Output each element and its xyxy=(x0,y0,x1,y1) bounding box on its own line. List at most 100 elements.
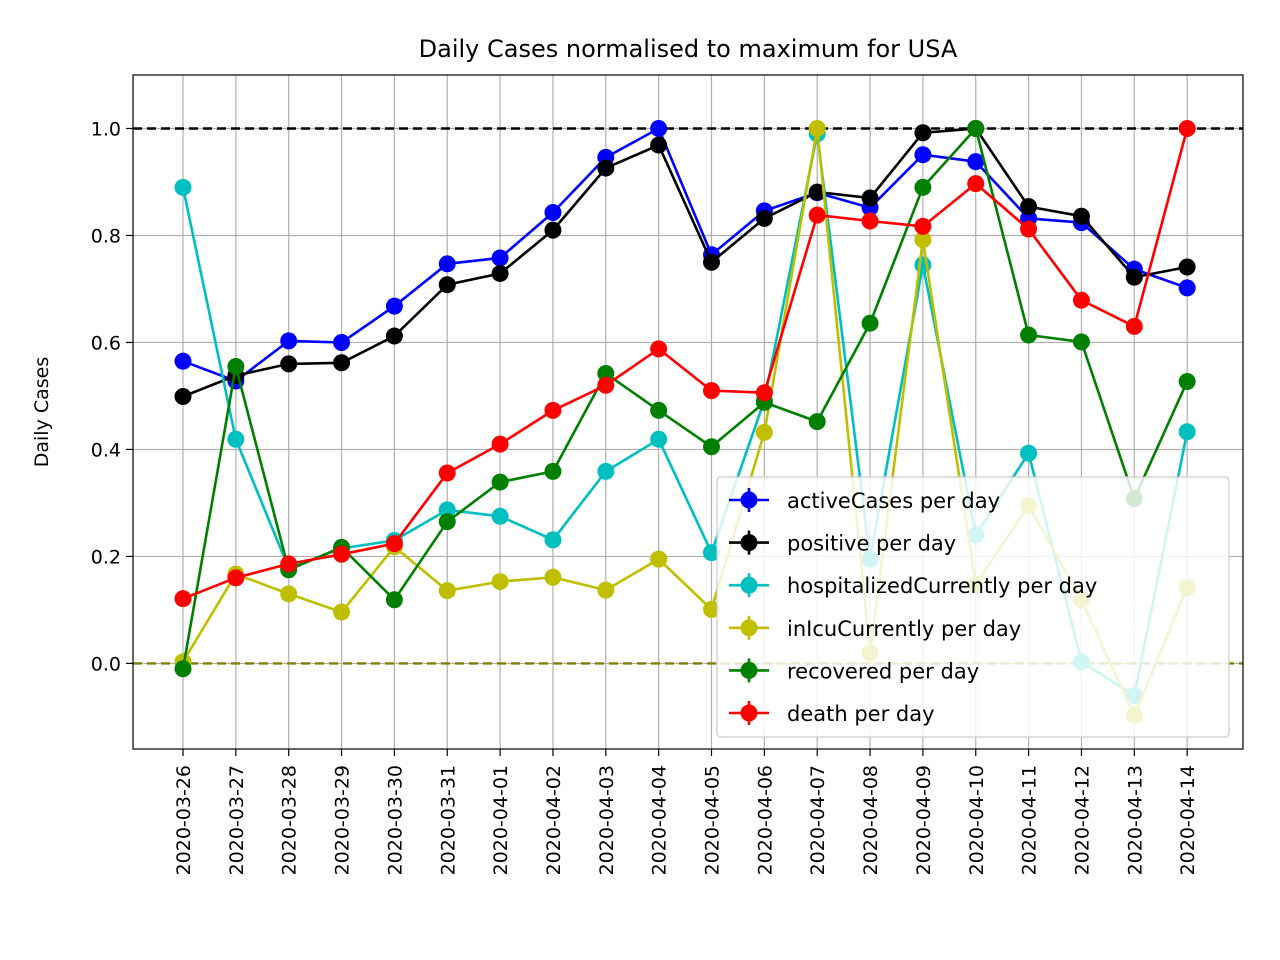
data-point xyxy=(861,189,879,207)
data-point xyxy=(1178,423,1196,441)
data-point xyxy=(491,473,509,491)
legend-box xyxy=(716,476,1230,738)
data-point xyxy=(227,358,245,376)
data-point xyxy=(650,550,668,568)
data-point xyxy=(914,217,932,235)
series-line xyxy=(182,127,1188,398)
data-point xyxy=(597,159,615,177)
data-point xyxy=(438,501,456,519)
data-point xyxy=(808,119,826,137)
data-point xyxy=(597,364,615,382)
data-point xyxy=(914,178,932,196)
data-point xyxy=(491,249,509,267)
data-point xyxy=(650,430,668,448)
data-point xyxy=(174,178,192,196)
data-point xyxy=(597,376,615,394)
legend-entry: activeCases per day xyxy=(729,488,1000,513)
legend-entry: hospitalizedCurrently per day xyxy=(729,573,1097,598)
data-point xyxy=(1020,444,1038,462)
data-point xyxy=(438,464,456,482)
series-line xyxy=(182,128,1189,600)
y-tick-label: 1.0 xyxy=(91,118,121,140)
legend-entry: recovered per day xyxy=(729,658,979,683)
data-point xyxy=(1178,373,1196,391)
data-point xyxy=(227,569,245,587)
data-point xyxy=(1020,220,1038,238)
y-tick-label: 0.8 xyxy=(91,225,121,247)
x-tick-label: 2020-04-03 xyxy=(596,765,618,875)
data-point xyxy=(174,352,192,370)
legend-entry: positive per day xyxy=(729,530,956,556)
data-point xyxy=(333,333,351,351)
data-point xyxy=(491,435,509,453)
x-tick-label: 2020-04-02 xyxy=(543,765,565,875)
data-point xyxy=(967,175,985,193)
data-point xyxy=(227,430,245,448)
data-point xyxy=(280,555,298,573)
data-point xyxy=(280,355,298,373)
data-point xyxy=(1072,207,1090,225)
legend-entry: death per day xyxy=(729,701,935,726)
data-point xyxy=(1020,326,1038,344)
data-point xyxy=(1125,317,1143,335)
data-point xyxy=(1178,258,1196,276)
x-tick-label: 2020-03-31 xyxy=(437,765,459,875)
x-tick-label: 2020-04-05 xyxy=(702,765,724,875)
chart-title: Daily Cases normalised to maximum for US… xyxy=(419,35,958,63)
data-point xyxy=(1072,291,1090,309)
data-point xyxy=(280,332,298,350)
data-point xyxy=(597,462,615,480)
data-point xyxy=(1178,279,1196,297)
legend-swatch-marker xyxy=(740,661,758,679)
data-point xyxy=(491,573,509,591)
data-point xyxy=(1178,119,1196,137)
data-point xyxy=(861,212,879,230)
data-point xyxy=(755,384,773,402)
legend-swatch-marker xyxy=(740,704,758,722)
data-point xyxy=(703,382,720,400)
x-tick-label: 2020-04-10 xyxy=(966,765,988,875)
data-point xyxy=(703,438,720,456)
data-point xyxy=(491,264,509,282)
data-point xyxy=(333,545,351,563)
legend-label: recovered per day xyxy=(787,659,979,683)
data-point xyxy=(438,582,456,600)
data-point xyxy=(385,327,403,345)
x-axis: 2020-03-26 2020-03-27 2020-03-28 2020-03-29… xyxy=(173,749,1199,875)
data-point xyxy=(385,535,403,553)
x-tick-label: 2020-03-29 xyxy=(332,765,354,875)
x-tick-label: 2020-03-28 xyxy=(279,765,301,875)
x-tick-label: 2020-04-01 xyxy=(490,765,512,875)
data-point xyxy=(1125,268,1143,286)
data-point xyxy=(755,209,773,227)
x-tick-label: 2020-04-07 xyxy=(807,765,829,875)
data-point xyxy=(333,603,351,621)
data-point xyxy=(703,600,720,618)
data-point xyxy=(914,146,932,164)
y-tick-label: 0.2 xyxy=(91,546,121,568)
x-tick-label: 2020-04-09 xyxy=(913,765,935,875)
legend-label: positive per day xyxy=(787,532,956,556)
data-point xyxy=(861,314,879,332)
data-point xyxy=(280,585,298,603)
data-point xyxy=(650,136,668,154)
data-point xyxy=(544,401,562,419)
data-point xyxy=(544,203,562,221)
x-tick-label: 2020-03-26 xyxy=(173,765,195,875)
data-point xyxy=(914,124,932,142)
data-point xyxy=(808,183,826,201)
data-point xyxy=(808,413,826,431)
x-tick-label: 2020-04-11 xyxy=(1019,765,1041,875)
data-point xyxy=(808,206,826,224)
data-point xyxy=(333,354,351,372)
y-tick-label: 0.0 xyxy=(91,653,121,675)
data-point xyxy=(1020,198,1038,216)
data-point xyxy=(650,340,668,358)
x-tick-label: 2020-03-30 xyxy=(384,765,406,875)
data-point xyxy=(703,253,720,271)
data-point xyxy=(544,462,562,480)
data-point xyxy=(967,119,985,137)
y-tick-label: 0.6 xyxy=(91,332,121,354)
data-point xyxy=(438,255,456,273)
